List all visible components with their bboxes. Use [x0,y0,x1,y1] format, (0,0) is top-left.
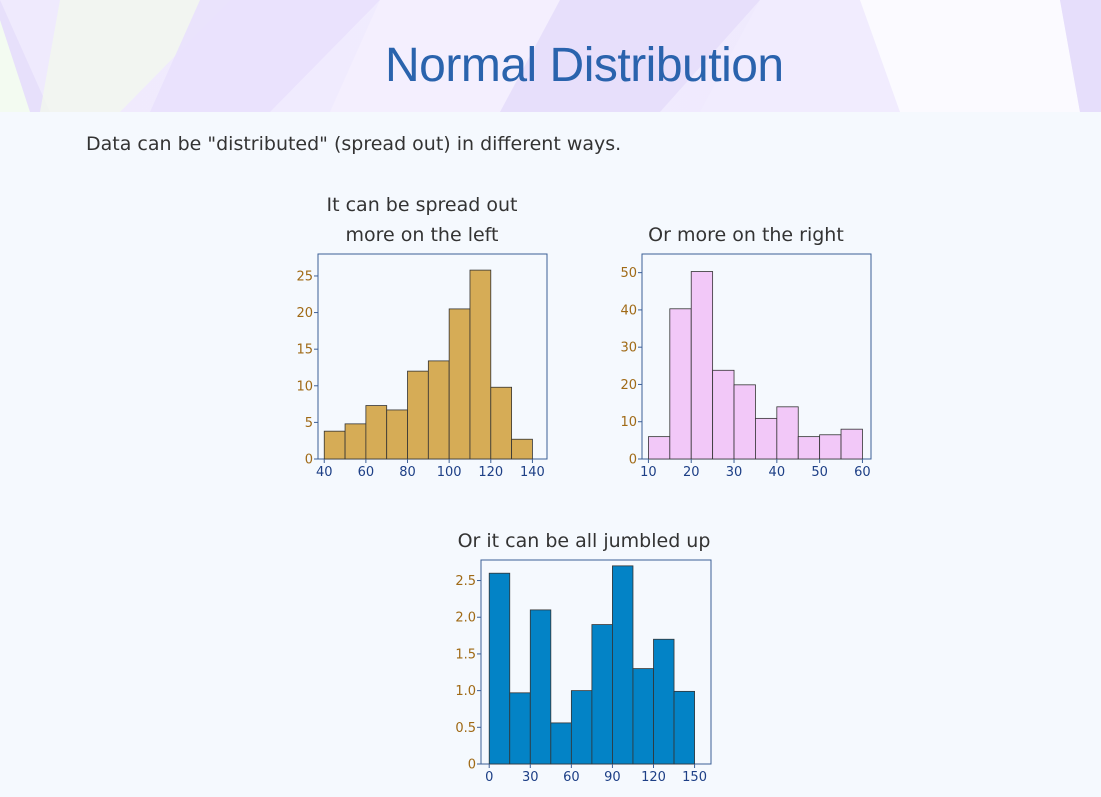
chart-right-skew-y-tick-label: 20 [620,378,637,393]
chart-right-skew-y-tick-label: 40 [620,303,637,318]
chart-left-skew-bar [469,269,492,460]
chart-left-skew-bar [511,438,533,460]
chart-right-skew-y-tick-label: 30 [620,341,637,356]
chart-jumbled-bar [488,572,511,765]
header-banner [0,0,1101,112]
chart-left-skew-x-tick-label: 120 [478,465,503,480]
chart-right-skew-title: Or more on the right [596,220,896,250]
chart-jumbled-x-tick-label: 150 [682,770,707,785]
chart-right-skew-x-tick-label: 20 [683,465,700,480]
chart-right-skew-y-tick-label: 50 [620,266,637,281]
chart-left-skew-y-tick-label: 0 [305,453,313,468]
chart-right-skew-bar [776,406,799,460]
chart-jumbled-x-tick-label: 60 [563,770,580,785]
chart-right-skew-bar [690,271,714,460]
chart-right-skew-title-line-1: Or more on the right [648,224,844,246]
chart-left-skew-bar [490,386,513,460]
chart-left-skew-x-tick-label: 140 [520,465,545,480]
chart-jumbled-bar [612,565,634,765]
chart-left-skew-x-tick-label: 60 [358,465,375,480]
chart-left-skew-y-tick-label: 25 [296,269,313,284]
chart-right-skew-x-tick-label: 30 [726,465,743,480]
chart-jumbled-title-line-1: Or it can be all jumbled up [457,530,711,552]
chart-jumbled-bar [632,668,654,765]
chart-jumbled-x-tick-label: 90 [604,770,621,785]
chart-right-skew-y-tick-label: 10 [620,415,637,430]
chart-left-skew-y-tick-label: 5 [305,416,313,431]
chart-right-skew-bar [840,428,863,460]
chart-jumbled-y-tick-label: 0 [468,758,476,773]
chart-left-skew-y-tick-label: 15 [296,343,313,358]
chart-left-skew-title-line-1: It can be spread out [326,194,518,216]
chart-jumbled-bar [653,638,675,765]
chart-right-skew-x-tick-label: 10 [640,465,657,480]
chart-jumbled-y-tick-label: 1.0 [455,684,476,699]
chart-jumbled-bar [673,690,695,765]
chart-jumbled-bar [509,692,531,765]
chart-jumbled-y-tick-label: 0.5 [455,721,476,736]
chart-jumbled-y-tick-label: 1.5 [455,647,476,662]
chart-jumbled-bar [529,609,552,765]
chart-jumbled-x-tick-label: 120 [641,770,666,785]
chart-right-skew-y-tick-label: 0 [629,453,637,468]
banner-background [0,0,1101,112]
chart-right-skew-x-tick-label: 50 [811,465,828,480]
chart-left-skew-x-tick-label: 80 [399,465,416,480]
chart-right-skew-x-tick-label: 40 [769,465,786,480]
chart-jumbled-bar [591,624,613,765]
chart-left-skew-x-tick-label: 40 [316,465,333,480]
chart-left-skew-title-line-2: more on the left [345,224,499,246]
chart-jumbled-x-tick-label: 30 [522,770,539,785]
chart-jumbled-bar [550,722,572,765]
chart-left-skew-y-tick-label: 10 [296,379,313,394]
chart-left-skew-y-tick-label: 20 [296,306,313,321]
chart-jumbled-y-tick-label: 2.0 [455,611,476,626]
chart-right-skew-x-tick-label: 60 [854,465,871,480]
chart-jumbled-y-tick-label: 2.5 [455,574,476,589]
page-title: Normal Distribution [385,39,784,92]
chart-jumbled-bar [570,690,593,765]
chart-jumbled-x-tick-label: 0 [485,770,493,785]
chart-left-skew-x-tick-label: 100 [437,465,462,480]
intro-text: Data can be "distributed" (spread out) i… [86,133,622,155]
chart-jumbled-title: Or it can be all jumbled up [434,526,734,556]
chart-left-skew-title: It can be spread out more on the left [272,190,572,250]
